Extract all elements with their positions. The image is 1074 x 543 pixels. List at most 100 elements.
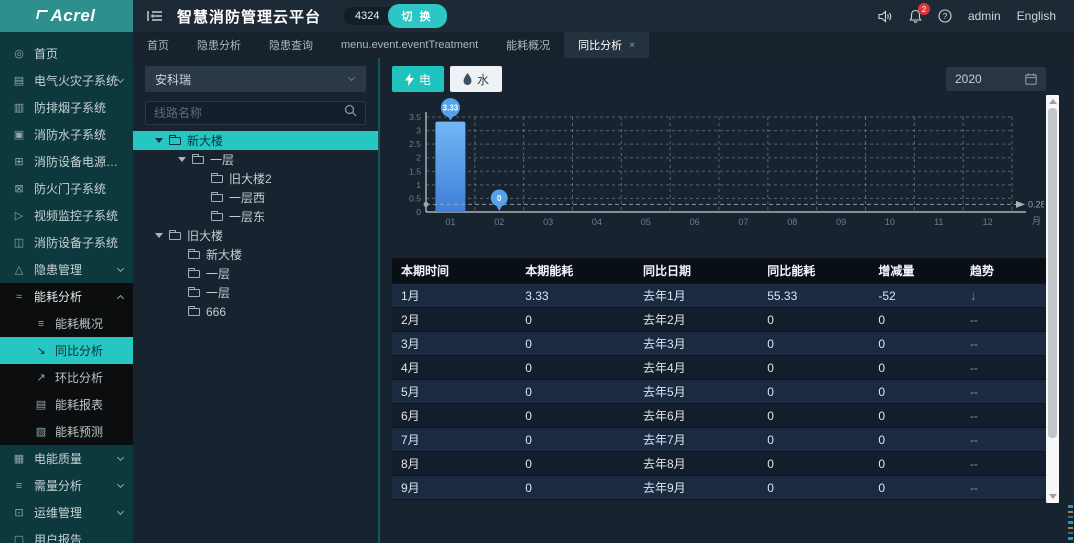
sidebar-item[interactable]: ⊞ 消防设备电源子系统 bbox=[0, 148, 133, 175]
table-cell: 0 bbox=[525, 432, 532, 447]
table-row[interactable]: 6月 0 去年6月 0 0 -- bbox=[392, 404, 1046, 428]
sidebar-item[interactable]: ▷ 视频监控子系统 bbox=[0, 202, 133, 229]
svg-text:03: 03 bbox=[543, 217, 553, 227]
chevron-down-icon bbox=[347, 73, 356, 82]
year-picker[interactable]: 2020 bbox=[946, 67, 1046, 91]
trend-none-indicator: -- bbox=[969, 312, 978, 327]
volume-icon[interactable] bbox=[878, 9, 893, 23]
tab-label: 同比分析 bbox=[578, 40, 623, 52]
tree-node[interactable]: 一层西 bbox=[145, 188, 366, 207]
table-row[interactable]: 1月 3.33 去年1月 55.33 -52 ↓ bbox=[392, 284, 1046, 308]
tree-node[interactable]: 666 bbox=[145, 302, 366, 321]
folder-icon bbox=[169, 229, 181, 240]
tree-expand-caret-icon[interactable] bbox=[178, 157, 186, 162]
sidebar-item-label: 用户报告 bbox=[34, 533, 83, 543]
electric-toggle-button[interactable]: 电 bbox=[392, 66, 445, 92]
svg-text:0.5: 0.5 bbox=[409, 193, 421, 203]
table-cell: 8月 bbox=[401, 457, 420, 471]
tab-首页[interactable]: 首页 bbox=[133, 32, 183, 58]
tab-隐患分析[interactable]: 隐患分析 bbox=[183, 32, 255, 58]
hazard-icon: △ bbox=[14, 264, 24, 276]
sidebar-subitem[interactable]: ▧ 能耗预测 bbox=[0, 418, 133, 445]
tab-同比分析[interactable]: 同比分析 × bbox=[564, 32, 650, 58]
sidebar-item[interactable]: ◎ 首页 bbox=[0, 40, 133, 67]
sidebar-subitem[interactable]: ↘ 同比分析 bbox=[0, 337, 133, 364]
sidebar-item[interactable]: ▣ 消防水子系统 bbox=[0, 121, 133, 148]
table-row[interactable]: 4月 0 去年4月 0 0 -- bbox=[392, 356, 1046, 380]
sidebar-item[interactable]: ▤ 电气火灾子系统 bbox=[0, 67, 133, 94]
table-cell: 55.33 bbox=[767, 288, 798, 303]
energy-icon: ≈ bbox=[15, 290, 23, 303]
chevron-down-icon bbox=[116, 480, 125, 488]
analysis-panel: 电 水 2020 0 0.5 1 1.5 2 2.5 3 3.5 01 02 03 04 05 06 07 0… bbox=[380, 58, 1074, 543]
table-cell: 0 bbox=[878, 336, 886, 351]
sidebar-subitem[interactable]: ↗ 环比分析 bbox=[0, 364, 133, 391]
folder-icon bbox=[188, 248, 200, 259]
sidebar-subitem[interactable]: ▤ 能耗报表 bbox=[0, 391, 133, 418]
tree-node-label: 旧大楼2 bbox=[229, 172, 272, 186]
water-toggle-button[interactable]: 水 bbox=[450, 66, 503, 92]
svg-text:2: 2 bbox=[416, 153, 421, 163]
tab-menu.event.eventTreatment[interactable]: menu.event.eventTreatment bbox=[327, 32, 492, 58]
sidebar-item[interactable]: ≈ 能耗分析 bbox=[0, 283, 133, 310]
search-icon[interactable] bbox=[344, 104, 357, 122]
sidebar-item-label: 电气火灾子系统 bbox=[34, 74, 118, 88]
switch-button[interactable]: 切 换 bbox=[387, 4, 447, 28]
table-row[interactable]: 8月 0 去年8月 0 0 -- bbox=[392, 452, 1046, 476]
organization-select-value: 安科瑞 bbox=[155, 72, 192, 87]
table-cell: 4月 bbox=[401, 361, 420, 375]
tab-隐患查询[interactable]: 隐患查询 bbox=[255, 32, 327, 58]
page-title: 智慧消防管理云平台 bbox=[177, 8, 322, 26]
table-cell: 去年8月 bbox=[642, 457, 686, 471]
sidebar-item[interactable]: ▥ 防排烟子系统 bbox=[0, 94, 133, 121]
tree-node[interactable]: 一层 bbox=[145, 283, 366, 302]
tree-node[interactable]: 新大楼 bbox=[145, 245, 366, 264]
sidebar-item[interactable]: ▢ 用户报告 bbox=[0, 526, 133, 543]
home-icon: ◎ bbox=[14, 48, 24, 60]
table-row[interactable]: 7月 0 去年7月 0 0 -- bbox=[392, 428, 1046, 452]
tree-node[interactable]: 一层 bbox=[145, 264, 366, 283]
panel-divider bbox=[378, 58, 380, 543]
tree-node[interactable]: 旧大楼2 bbox=[145, 169, 366, 188]
sidebar-subitem[interactable]: ≡ 能耗概况 bbox=[0, 310, 133, 337]
table-cell: 0 bbox=[525, 336, 532, 351]
tab-能耗概况[interactable]: 能耗概况 bbox=[492, 32, 564, 58]
tree-node[interactable]: 新大楼 bbox=[133, 131, 378, 150]
sidebar-item[interactable]: ⊠ 防火门子系统 bbox=[0, 175, 133, 202]
tree-node[interactable]: 一层 bbox=[145, 150, 366, 169]
notification-bell-icon[interactable]: 2 bbox=[909, 3, 930, 23]
language-toggle[interactable]: English bbox=[1016, 9, 1056, 23]
tree-node[interactable]: 旧大楼 bbox=[145, 226, 366, 245]
tree-expand-caret-icon[interactable] bbox=[155, 138, 163, 143]
sidebar-item[interactable]: ▦ 电能质量 bbox=[0, 445, 133, 472]
scroll-up-arrow-icon[interactable] bbox=[1048, 99, 1057, 104]
svg-text:11: 11 bbox=[934, 217, 943, 227]
scroll-down-arrow-icon[interactable] bbox=[1048, 494, 1057, 499]
sidebar-item[interactable]: ◫ 消防设备子系统 bbox=[0, 229, 133, 256]
table-row[interactable]: 5月 0 去年5月 0 0 -- bbox=[392, 380, 1046, 404]
collapse-menu-icon[interactable] bbox=[147, 9, 163, 23]
organization-select[interactable]: 安科瑞 bbox=[145, 66, 366, 92]
tree-node[interactable]: 一层东 bbox=[145, 207, 366, 226]
report-icon: ▤ bbox=[35, 399, 47, 411]
help-icon[interactable]: ? bbox=[938, 9, 952, 23]
yoy-comparison-table: 本期时间 本期能耗 同比日期 同比能耗 增减量 趋势 1月 3.33 去年1月 55.33 -52 ↓… bbox=[392, 258, 1046, 500]
table-row[interactable]: 9月 0 去年9月 0 0 -- bbox=[392, 476, 1046, 500]
water-drop-icon bbox=[463, 73, 472, 85]
table-cell: 0 bbox=[767, 360, 774, 375]
username-label[interactable]: admin bbox=[967, 9, 1001, 23]
main-column: 智慧消防管理云平台 4324 切 换 2 ? admin English 首页 隐… bbox=[133, 0, 1074, 543]
tree-expand-caret-icon[interactable] bbox=[155, 233, 163, 238]
svg-text:3.5: 3.5 bbox=[409, 112, 421, 122]
table-cell: 0 bbox=[525, 408, 532, 423]
sidebar-item[interactable]: △ 隐患管理 bbox=[0, 256, 133, 283]
table-row[interactable]: 2月 0 去年2月 0 0 -- bbox=[392, 308, 1046, 332]
folder-icon bbox=[188, 267, 200, 278]
table-row[interactable]: 3月 0 去年3月 0 0 -- bbox=[392, 332, 1046, 356]
scrollbar-thumb[interactable] bbox=[1048, 108, 1057, 438]
tab-close-icon[interactable]: × bbox=[629, 39, 636, 51]
sidebar-item[interactable]: ≡ 需量分析 bbox=[0, 472, 133, 499]
sidebar-item[interactable]: ⊡ 运维管理 bbox=[0, 499, 133, 526]
line-search-input[interactable] bbox=[154, 106, 344, 120]
vertical-scrollbar[interactable] bbox=[1046, 95, 1059, 503]
